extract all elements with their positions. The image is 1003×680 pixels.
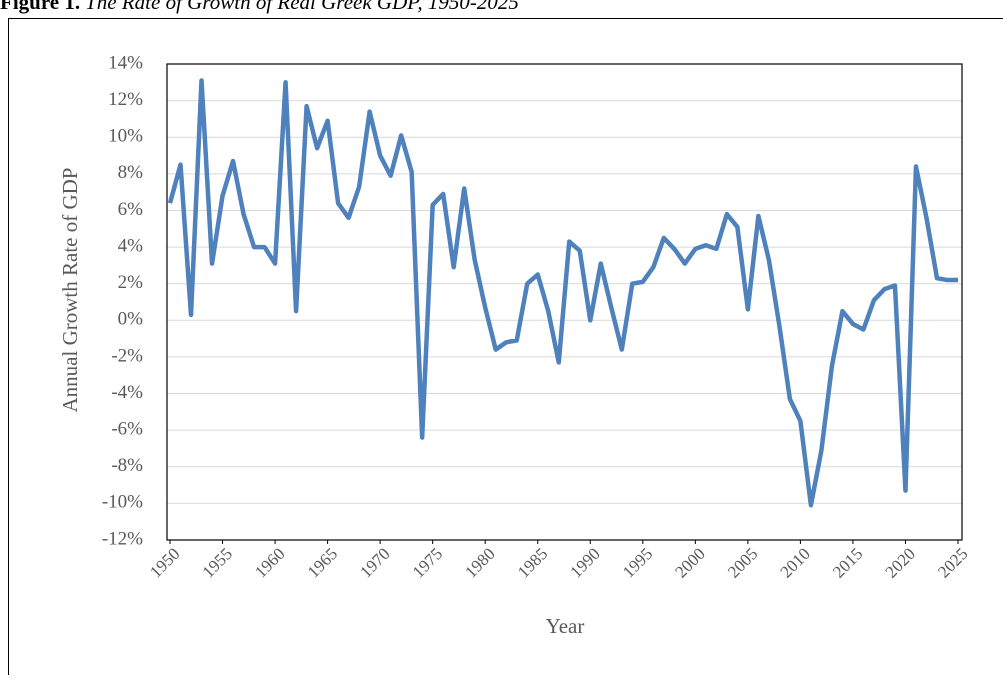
x-tick-label: 1955 (199, 544, 236, 581)
y-tick-label: 12% (108, 89, 143, 110)
y-tick-label: -12% (102, 528, 143, 549)
x-tick-label: 1980 (461, 544, 498, 581)
y-tick-label: 0% (118, 309, 144, 330)
x-tick-label: 2015 (829, 544, 866, 581)
x-axis-label: Year (546, 614, 585, 638)
chart-title: The Rate of Growth of Real Greek GDP, 19… (85, 0, 519, 14)
x-tick-label: 1950 (146, 544, 183, 581)
y-tick-label: -2% (111, 345, 143, 366)
x-tick-label: 2005 (724, 544, 761, 581)
y-tick-label: 10% (108, 126, 143, 147)
y-tick-label: -10% (102, 492, 143, 513)
x-tick-label: 1965 (304, 544, 341, 581)
x-tick-label: 1995 (619, 544, 656, 581)
data-line (170, 80, 958, 505)
y-tick-label: 14% (108, 52, 143, 73)
y-tick-label: -6% (111, 419, 143, 440)
y-tick-label: 8% (118, 162, 144, 183)
y-tick-label: 2% (118, 272, 144, 293)
figure-label: Figure 1. (0, 0, 80, 14)
y-tick-label: 6% (118, 199, 144, 220)
x-tick-label: 2025 (934, 544, 971, 581)
x-tick-label: 2000 (671, 544, 708, 581)
y-tick-label: 4% (118, 235, 144, 256)
x-tick-label: 1970 (356, 544, 393, 581)
x-tick-label: 1960 (251, 544, 288, 581)
x-tick-label: 2010 (777, 544, 814, 581)
y-tick-label: -8% (111, 455, 143, 476)
x-tick-label: 2020 (882, 544, 919, 581)
x-tick-label: 1990 (566, 544, 603, 581)
x-tick-label: 1985 (514, 544, 551, 581)
figure-title: Figure 1. The Rate of Growth of Real Gree… (0, 0, 519, 14)
y-tick-label: -4% (111, 382, 143, 403)
y-axis-label: Annual Growth Rate of GDP (58, 168, 82, 413)
x-tick-label: 1975 (409, 544, 446, 581)
